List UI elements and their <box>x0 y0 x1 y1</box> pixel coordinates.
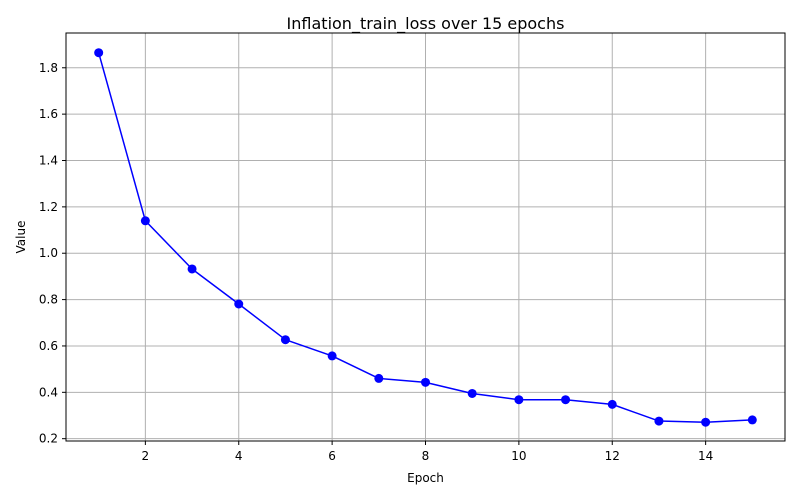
data-point-epoch-6 <box>327 351 337 361</box>
y-tick-label: 1.6 <box>39 107 58 121</box>
y-tick-label: 0.8 <box>39 293 58 307</box>
x-tick-label: 12 <box>605 449 620 463</box>
y-tick-label: 0.2 <box>39 432 58 446</box>
y-tick-label: 1.4 <box>39 154 58 168</box>
data-point-epoch-12 <box>607 399 617 409</box>
x-tick-label: 10 <box>511 449 526 463</box>
data-point-epoch-3 <box>187 264 197 274</box>
x-tick-label: 2 <box>142 449 150 463</box>
axis-ticks: 2 4 6 8 10 12 14 0.2 0.4 0.6 0.8 1.0 1.2 1.4 1.6 1.8 <box>39 61 713 463</box>
data-point-epoch-8 <box>421 377 430 387</box>
data-point-epoch-15 <box>747 415 757 425</box>
data-point-epoch-7 <box>374 373 384 383</box>
y-tick-label: 1.2 <box>39 200 58 214</box>
x-tick-label: 8 <box>422 449 430 463</box>
x-tick-label: 14 <box>698 449 713 463</box>
data-point-epoch-14 <box>701 417 711 427</box>
y-tick-label: 1.0 <box>39 246 58 260</box>
data-point-epoch-2 <box>140 216 150 226</box>
y-tick-label: 1.8 <box>39 61 58 75</box>
data-point-epoch-4 <box>234 299 244 309</box>
data-point-epoch-13 <box>654 416 664 426</box>
grid <box>66 33 785 441</box>
y-tick-label: 0.6 <box>39 339 58 353</box>
data-point-epoch-9 <box>467 388 477 398</box>
data-point-epoch-10 <box>514 395 524 405</box>
chart-title: Inflation_train_loss over 15 epochs <box>287 14 565 34</box>
x-axis-label: Epoch <box>407 471 444 485</box>
x-tick-label: 4 <box>235 449 243 463</box>
series-layer <box>94 48 757 427</box>
data-point-epoch-11 <box>561 395 571 405</box>
y-tick-label: 0.4 <box>39 385 58 399</box>
data-point-epoch-5 <box>280 335 290 345</box>
y-axis-label: Value <box>14 221 28 254</box>
x-tick-label: 6 <box>328 449 336 463</box>
data-point-epoch-1 <box>94 48 104 58</box>
